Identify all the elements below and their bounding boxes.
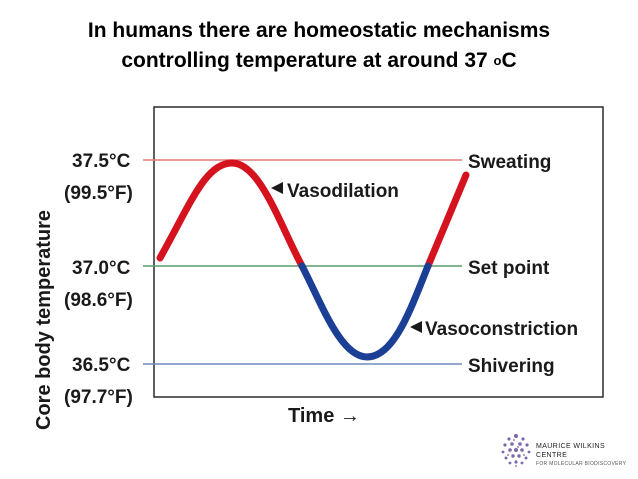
tick-98-6-f: (98.6°F) xyxy=(64,290,133,311)
vasoconstriction-arrow-icon xyxy=(410,321,422,333)
logo-name: MAURICE WILKINS CENTRE xyxy=(536,443,606,459)
annotation-vasodilation: Vasodilation xyxy=(287,181,399,202)
tick-97-7-f: (97.7°F) xyxy=(64,387,133,408)
tick-99-5-f: (99.5°F) xyxy=(64,183,133,204)
tick-37-0-c: 37.0°C xyxy=(72,258,131,279)
tick-37-5-c: 37.5°C xyxy=(72,151,131,172)
label-shivering: Shivering xyxy=(468,356,555,377)
vasodilation-arrow-icon xyxy=(271,182,283,194)
annotation-vasoconstriction: Vasoconstriction xyxy=(425,319,578,340)
slide-title: In humans there are homeostatic mechanis… xyxy=(0,16,638,78)
molecule-logo-icon xyxy=(501,434,531,467)
curve-below-set-point xyxy=(298,262,432,361)
title-line-1: In humans there are homeostatic mechanis… xyxy=(87,19,551,42)
maurice-wilkins-logo: MAURICE WILKINS CENTRE FOR MOLECULAR BIO… xyxy=(498,430,638,474)
title-line-2: controlling temperature at around 37 oC xyxy=(121,49,517,72)
label-set-point: Set point xyxy=(468,258,550,279)
y-axis-title: Core body temperature xyxy=(33,210,55,430)
curve-rising-to-sweating xyxy=(424,171,470,270)
logo-text: MAURICE WILKINS CENTRE FOR MOLECULAR BIO… xyxy=(536,442,638,469)
logo-subtitle: FOR MOLECULAR BIODISCOVERY xyxy=(536,461,627,467)
curve-above-set-point xyxy=(156,159,306,270)
label-sweating: Sweating xyxy=(468,152,551,173)
x-axis-title: Time → xyxy=(288,405,360,427)
tick-36-5-c: 36.5°C xyxy=(72,355,131,376)
plot-frame xyxy=(153,106,604,398)
